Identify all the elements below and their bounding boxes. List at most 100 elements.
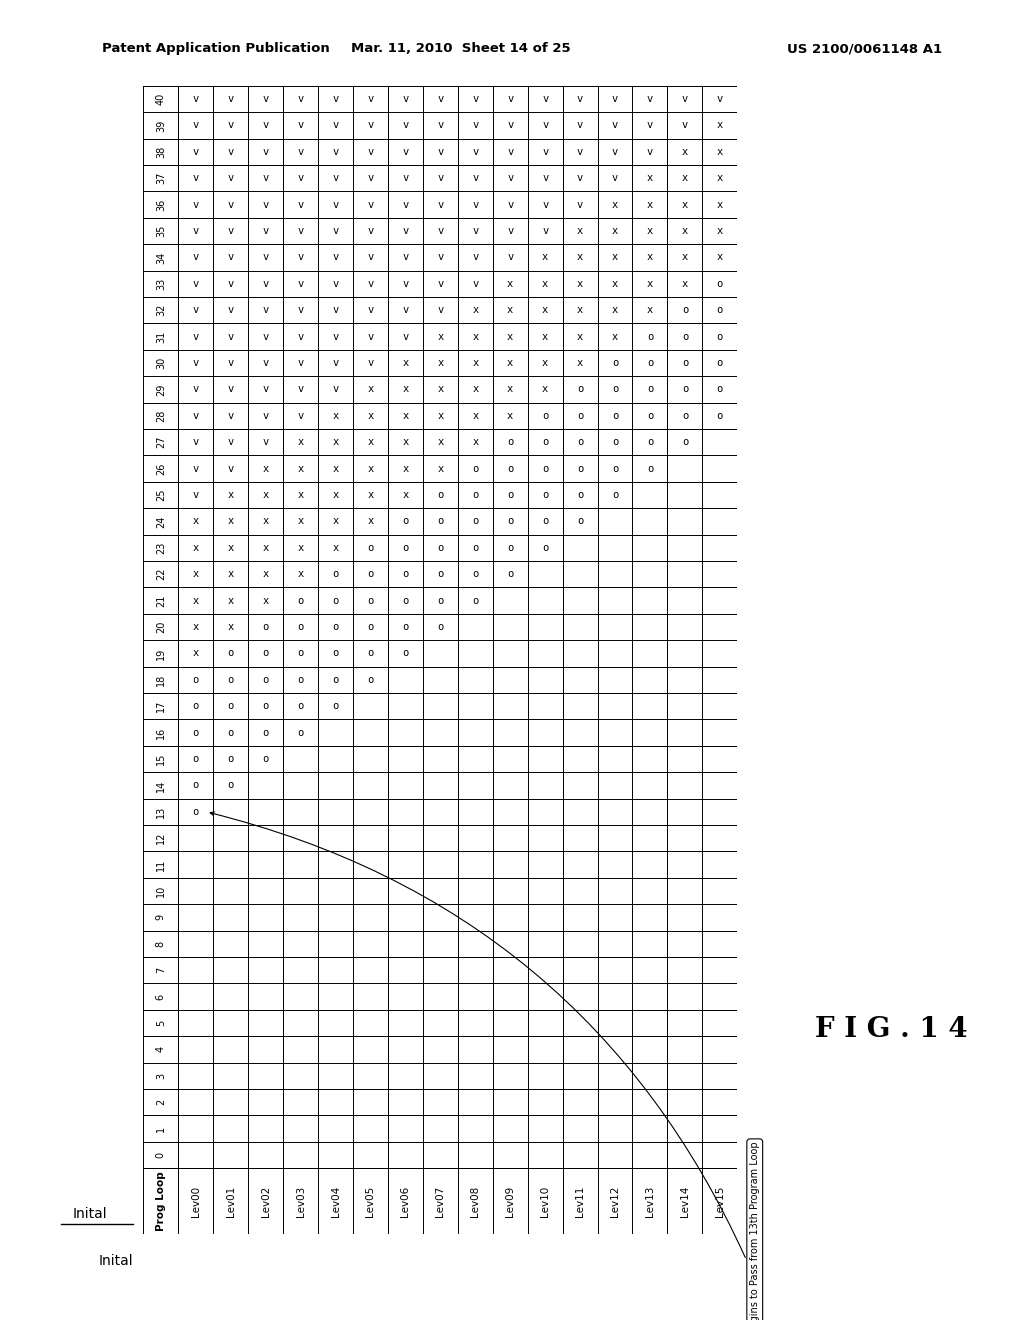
Text: 2: 2 (156, 1100, 166, 1105)
Text: v: v (262, 437, 268, 447)
Text: Prog Loop: Prog Loop (156, 1171, 166, 1232)
Text: v: v (682, 120, 688, 131)
Text: o: o (297, 622, 304, 632)
Text: o: o (193, 701, 199, 711)
Text: o: o (472, 569, 478, 579)
Text: v: v (368, 279, 374, 289)
Text: v: v (333, 120, 339, 131)
Text: 7: 7 (156, 968, 166, 973)
Text: F I G . 1 4: F I G . 1 4 (814, 1016, 968, 1043)
Text: x: x (402, 463, 409, 474)
Text: o: o (262, 727, 268, 738)
Text: o: o (682, 331, 688, 342)
Text: o: o (542, 490, 548, 500)
Text: x: x (262, 490, 268, 500)
Text: v: v (437, 252, 443, 263)
Text: o: o (647, 437, 653, 447)
Text: o: o (647, 411, 653, 421)
Text: v: v (297, 305, 304, 315)
Text: v: v (437, 279, 443, 289)
Text: Lev03: Lev03 (296, 1185, 305, 1217)
Text: o: o (227, 780, 233, 791)
Text: o: o (507, 516, 513, 527)
Text: US 2100/0061148 A1: US 2100/0061148 A1 (787, 42, 942, 55)
Text: v: v (297, 94, 304, 104)
Text: 20: 20 (156, 620, 166, 634)
Text: x: x (437, 437, 443, 447)
Text: o: o (542, 543, 548, 553)
Text: x: x (472, 437, 478, 447)
Text: o: o (333, 675, 339, 685)
Text: 15: 15 (156, 752, 166, 766)
Text: v: v (647, 147, 653, 157)
Text: o: o (262, 754, 268, 764)
Text: o: o (507, 490, 513, 500)
Text: v: v (437, 120, 443, 131)
Text: o: o (437, 543, 443, 553)
Text: x: x (333, 516, 339, 527)
Text: v: v (437, 199, 443, 210)
Text: v: v (227, 463, 233, 474)
Text: o: o (472, 463, 478, 474)
Text: v: v (612, 173, 618, 183)
Text: v: v (577, 94, 584, 104)
Text: o: o (402, 595, 409, 606)
Text: v: v (262, 411, 268, 421)
Text: v: v (368, 226, 374, 236)
Text: 9: 9 (156, 915, 166, 920)
Text: o: o (717, 358, 723, 368)
Text: o: o (717, 279, 723, 289)
Text: v: v (262, 305, 268, 315)
Text: x: x (297, 543, 304, 553)
Text: o: o (647, 358, 653, 368)
Text: x: x (577, 305, 584, 315)
Text: v: v (262, 384, 268, 395)
Text: o: o (297, 727, 304, 738)
Text: 26: 26 (156, 462, 166, 475)
Text: o: o (402, 543, 409, 553)
Text: v: v (368, 94, 374, 104)
Text: o: o (193, 807, 199, 817)
Text: v: v (227, 279, 233, 289)
Text: o: o (227, 701, 233, 711)
Text: o: o (612, 411, 618, 421)
Text: o: o (682, 437, 688, 447)
Text: o: o (717, 384, 723, 395)
Text: 0: 0 (156, 1152, 166, 1158)
Text: v: v (507, 94, 513, 104)
Text: o: o (472, 543, 478, 553)
Text: x: x (402, 384, 409, 395)
Text: x: x (647, 226, 653, 236)
Text: o: o (402, 648, 409, 659)
Text: x: x (472, 358, 478, 368)
Text: v: v (542, 147, 548, 157)
Text: 11: 11 (156, 858, 166, 871)
Text: v: v (262, 252, 268, 263)
Text: v: v (402, 226, 409, 236)
Text: x: x (612, 199, 618, 210)
Text: 39: 39 (156, 119, 166, 132)
Text: x: x (262, 463, 268, 474)
Text: v: v (402, 199, 409, 210)
Text: o: o (368, 543, 374, 553)
Text: o: o (612, 490, 618, 500)
Text: x: x (717, 173, 723, 183)
Text: x: x (368, 411, 374, 421)
Text: 13: 13 (156, 805, 166, 818)
Text: v: v (437, 226, 443, 236)
Text: v: v (297, 279, 304, 289)
Text: v: v (472, 199, 478, 210)
Text: o: o (227, 727, 233, 738)
Text: o: o (368, 675, 374, 685)
Text: o: o (717, 305, 723, 315)
Text: v: v (193, 331, 199, 342)
Text: v: v (193, 384, 199, 395)
Text: x: x (647, 173, 653, 183)
Text: 36: 36 (156, 198, 166, 211)
Text: v: v (682, 94, 688, 104)
Text: v: v (227, 120, 233, 131)
Text: x: x (193, 516, 199, 527)
Text: v: v (717, 94, 723, 104)
Text: 18: 18 (156, 673, 166, 686)
Text: o: o (368, 648, 374, 659)
